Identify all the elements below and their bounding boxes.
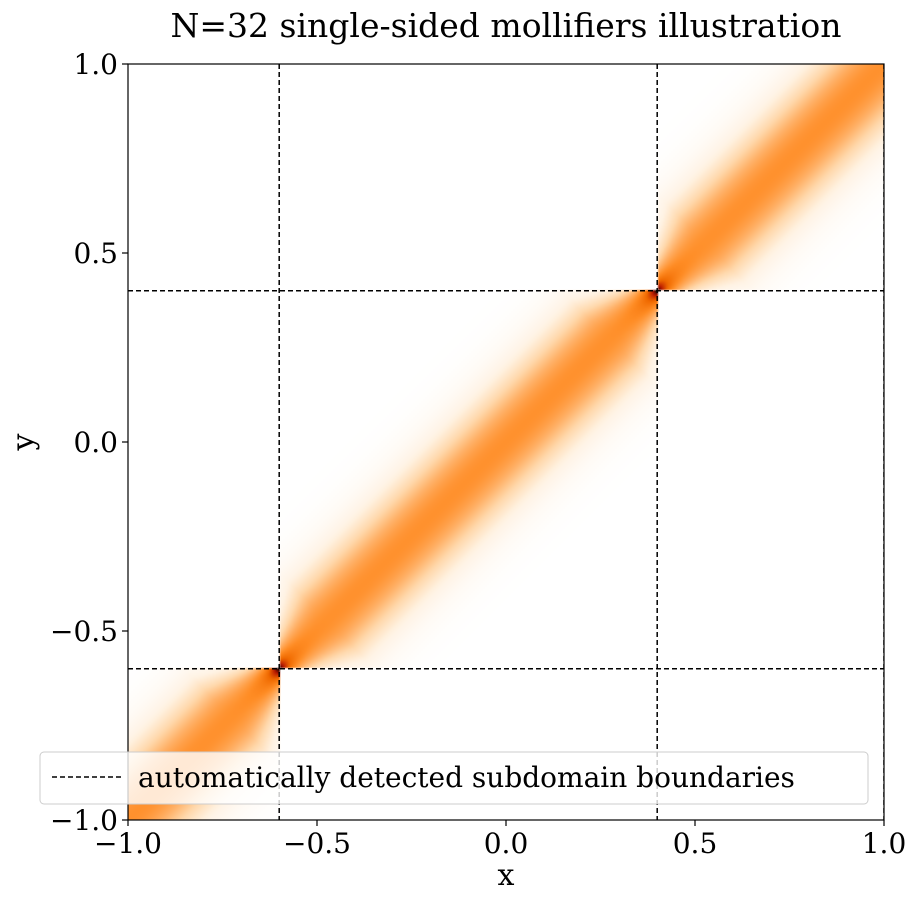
y-tick-label: −1.0	[50, 804, 118, 837]
y-tick-label: 0.5	[73, 237, 118, 270]
legend: automatically detected subdomain boundar…	[39, 751, 869, 805]
x-tick-label: −1.0	[94, 827, 162, 860]
y-tick-label: 0.0	[73, 426, 118, 459]
y-axis: −1.0 −0.5 0.0 0.5 1.0	[50, 48, 128, 837]
plot-area	[128, 64, 884, 820]
y-axis-label: y	[6, 433, 41, 451]
mollifier-heatmap	[128, 64, 884, 820]
legend-entry-label: automatically detected subdomain boundar…	[138, 761, 795, 794]
x-tick-label: −0.5	[283, 827, 351, 860]
y-tick-label: 1.0	[73, 48, 118, 81]
legend-box	[39, 751, 869, 805]
x-tick-label: 0.0	[484, 827, 529, 860]
x-tick-label: 0.5	[673, 827, 718, 860]
chart-title: N=32 single-sided mollifiers illustratio…	[171, 6, 842, 45]
x-axis: −1.0 −0.5 0.0 0.5 1.0	[94, 820, 906, 860]
y-tick-label: −0.5	[50, 615, 118, 648]
subdomain-boundaries	[128, 64, 884, 820]
x-tick-label: 1.0	[862, 827, 907, 860]
x-axis-label: x	[498, 858, 515, 893]
